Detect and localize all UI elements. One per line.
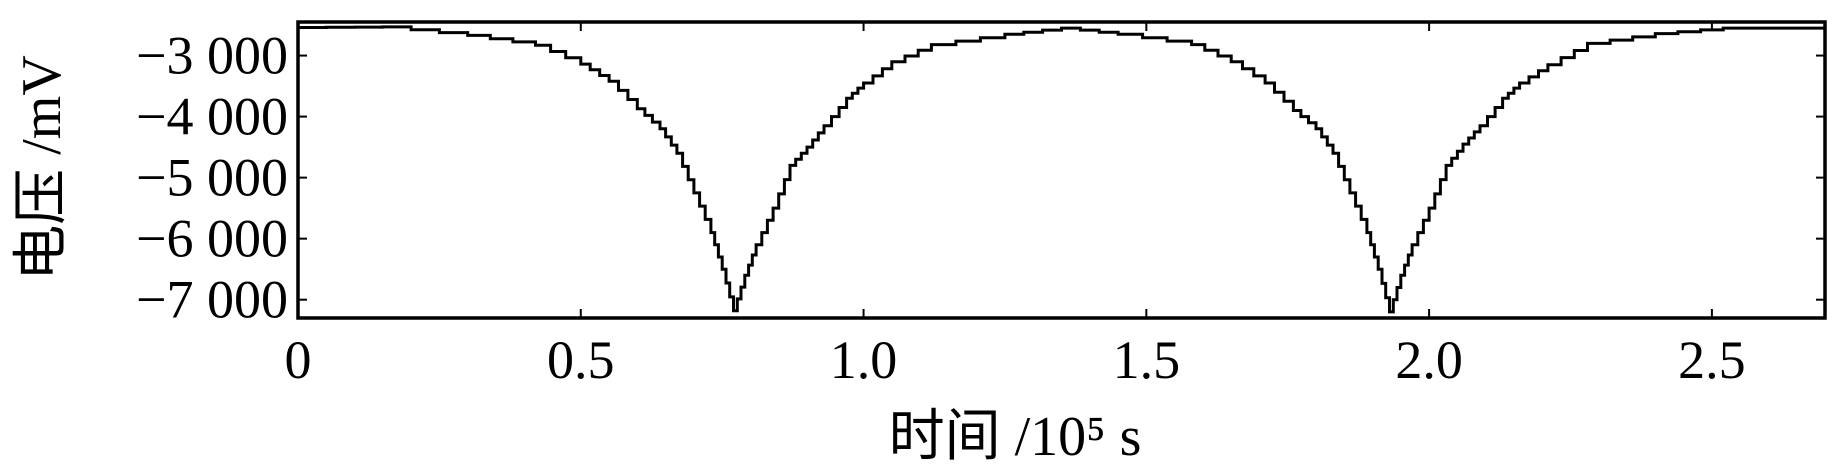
voltage-series-line bbox=[298, 25, 1825, 314]
x-tick-label: 1.5 bbox=[1113, 330, 1181, 390]
x-tick-label: 2.5 bbox=[1678, 330, 1746, 390]
x-tick-label: 2.0 bbox=[1395, 330, 1463, 390]
x-axis-ticks: 0 0.5 1.0 1.5 2.0 2.5 bbox=[285, 22, 1746, 390]
y-tick-label: −7 000 bbox=[136, 270, 288, 330]
plot-border bbox=[296, 20, 1827, 320]
y-tick-label: −4 000 bbox=[136, 87, 288, 147]
y-axis-ticks: −3 000−4 000−5 000−6 000−7 000 bbox=[136, 26, 1825, 330]
x-tick-label: 0 bbox=[285, 330, 312, 390]
series-layer bbox=[298, 25, 1825, 314]
x-tick-label: 1.0 bbox=[830, 330, 898, 390]
y-tick-label: −5 000 bbox=[136, 148, 288, 208]
y-axis-title: 电压 /mV bbox=[11, 55, 73, 281]
plot-frame bbox=[296, 20, 1827, 320]
y-tick-label: −3 000 bbox=[136, 26, 288, 86]
x-axis-title: 时间 /10⁵ s bbox=[889, 406, 1142, 468]
plot-background bbox=[298, 22, 1825, 318]
y-tick-label: −6 000 bbox=[136, 209, 288, 269]
x-tick-label: 0.5 bbox=[547, 330, 615, 390]
